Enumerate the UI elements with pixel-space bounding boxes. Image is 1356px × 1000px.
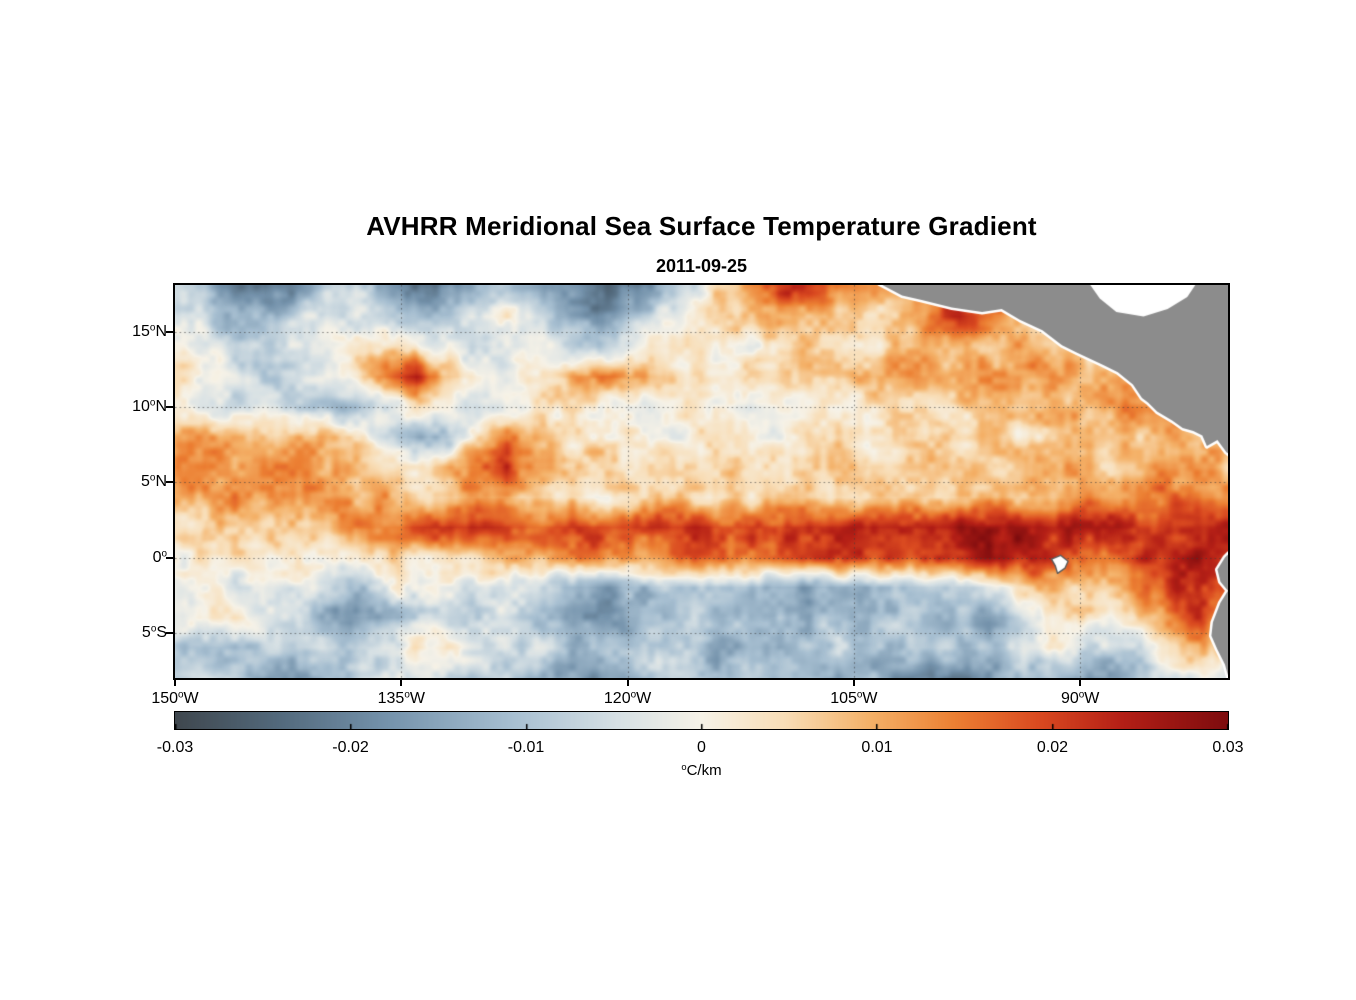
chart-title: AVHRR Meridional Sea Surface Temperature…	[366, 211, 1037, 241]
x-tick-mark	[1079, 680, 1082, 686]
x-tick-label: 90oW	[1060, 689, 1100, 707]
x-tick-label: 135oW	[377, 689, 425, 707]
chart-date-subtitle: 2011-09-25	[655, 256, 748, 276]
x-tick-label: 150oW	[151, 689, 199, 707]
colorbar-tick-label: -0.01	[507, 739, 545, 756]
heatmap-canvas	[175, 285, 1228, 678]
colorbar	[174, 711, 1229, 730]
y-tick-label: 0o	[152, 548, 167, 566]
y-tick-mark	[166, 481, 173, 484]
colorbar-tick-label: 0.02	[1036, 739, 1069, 756]
colorbar-tick-label: 0	[697, 739, 706, 756]
colorbar-canvas	[175, 712, 1228, 729]
colorbar-tick-label: 0.03	[1212, 739, 1244, 756]
colorbar-tick-label: -0.03	[156, 739, 194, 756]
unit-text: C/km	[686, 762, 722, 779]
y-tick-label: 5oN	[141, 472, 167, 491]
degree-sup: o	[681, 761, 687, 772]
x-tick-label: 120oW	[603, 689, 652, 707]
x-tick-mark	[626, 680, 629, 686]
y-tick-mark	[166, 556, 173, 559]
x-tick-mark	[174, 680, 176, 686]
y-tick-label: 15oN	[132, 322, 167, 340]
colorbar-unit-label: oC/km	[175, 762, 1228, 779]
colorbar-tick-label: -0.02	[332, 739, 369, 756]
y-tick-label: 5oS	[141, 623, 167, 641]
plot-area	[173, 283, 1230, 680]
y-tick-mark	[166, 405, 173, 408]
x-tick-label: 105oW	[830, 689, 878, 707]
y-tick-mark	[166, 330, 173, 333]
y-tick-mark	[166, 631, 173, 634]
y-tick-label: 10oN	[132, 397, 167, 415]
x-tick-mark	[852, 680, 855, 686]
colorbar-tick-label: 0.01	[861, 739, 893, 756]
x-tick-mark	[400, 680, 403, 686]
